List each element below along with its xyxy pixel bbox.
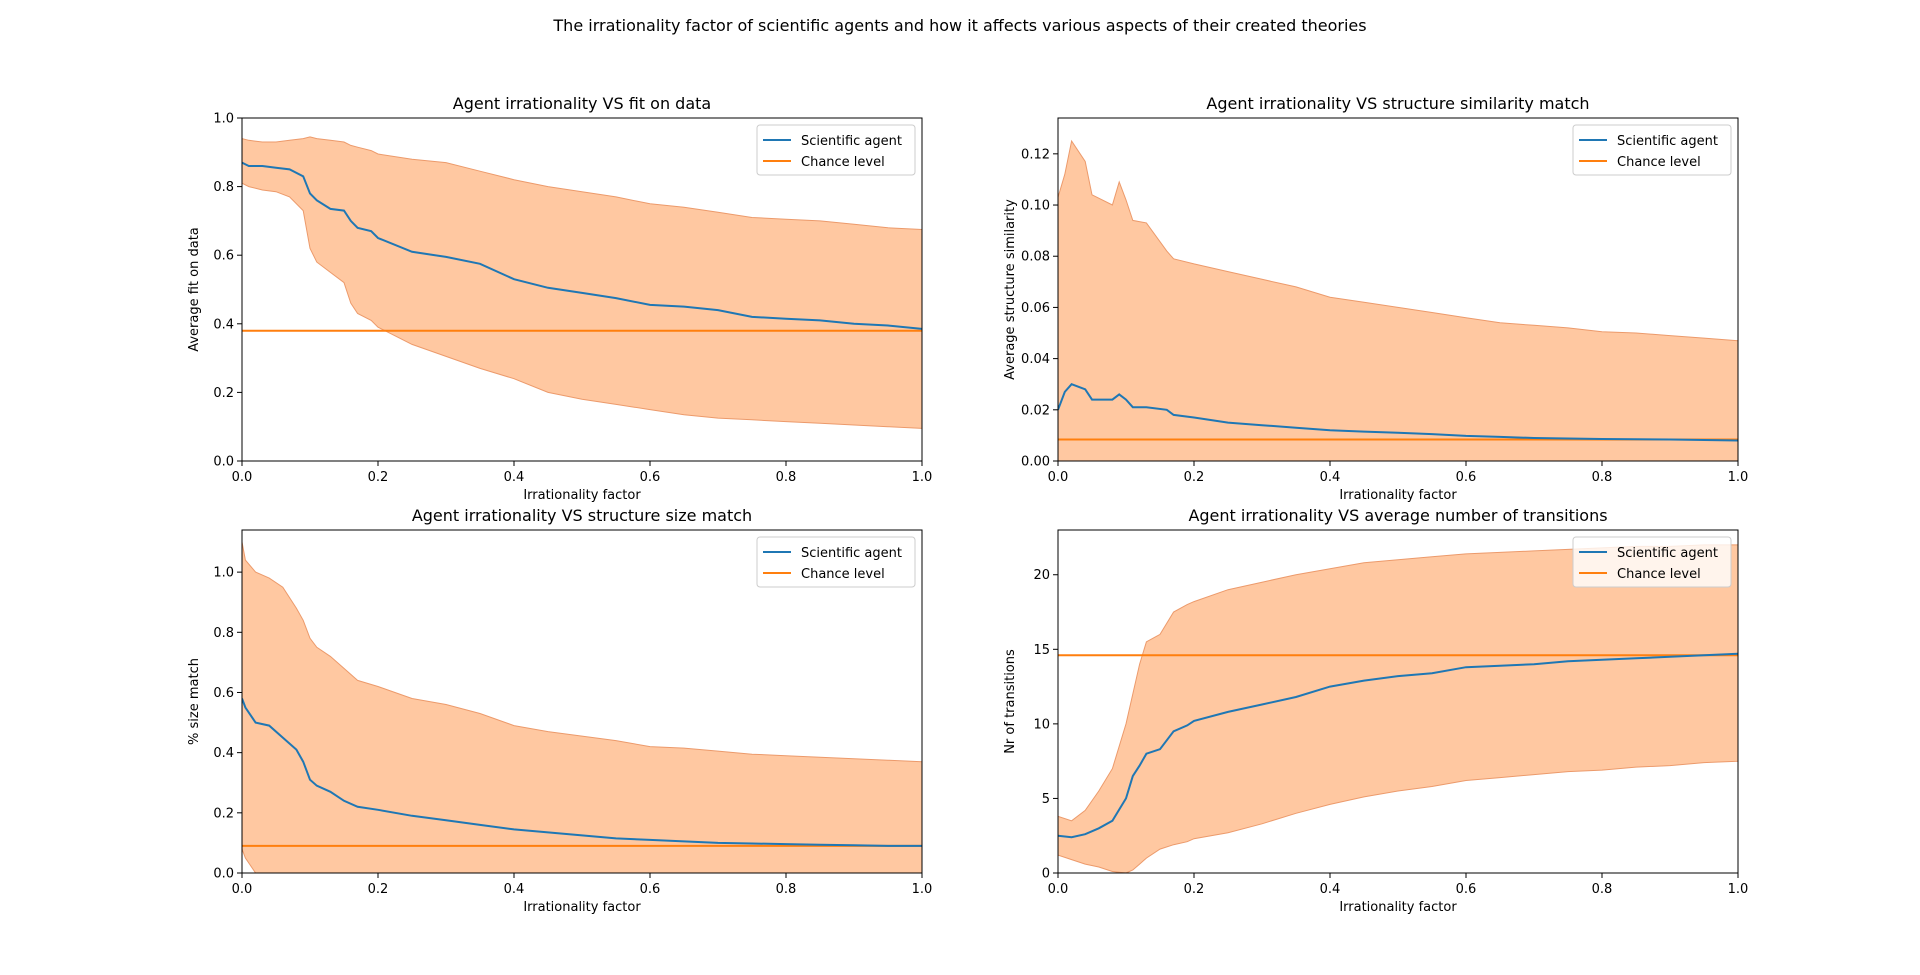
y-tick-label: 0.0 bbox=[213, 455, 234, 470]
x-tick-label: 0.2 bbox=[368, 882, 389, 897]
panel-structure-size: 0.0 0.2 0.4 0.6 0.8 1.0 0.0 0.2 0.4 0.6 0.8 1.0 Agen… bbox=[187, 506, 932, 915]
y-tick-label: 0.04 bbox=[1021, 352, 1050, 367]
legend-label: Scientific agent bbox=[1617, 546, 1718, 561]
y-tick-label: 0.8 bbox=[213, 626, 234, 641]
y-tick-label: 0.0 bbox=[213, 867, 234, 882]
legend-label: Scientific agent bbox=[1617, 134, 1718, 149]
legend-label: Chance level bbox=[801, 155, 885, 170]
x-tick-label: 0.6 bbox=[1456, 882, 1477, 897]
panel-title: Agent irrationality VS structure size ma… bbox=[412, 506, 752, 525]
y-tick-label: 10 bbox=[1033, 717, 1050, 732]
axes-frame bbox=[241, 529, 923, 874]
plot-area bbox=[242, 136, 922, 429]
x-tick-label: 1.0 bbox=[1728, 470, 1749, 485]
plot-area bbox=[1058, 544, 1738, 873]
x-tick-label: 0.0 bbox=[232, 470, 253, 485]
y-tick-label: 1.0 bbox=[213, 566, 234, 581]
x-tick-label: 1.0 bbox=[912, 470, 933, 485]
y-tick-label: 0.02 bbox=[1021, 403, 1050, 418]
y-tick-label: 0.2 bbox=[213, 386, 234, 401]
y-tick-label: 0.4 bbox=[213, 317, 234, 332]
x-tick-label: 0.6 bbox=[640, 470, 661, 485]
legend: Scientific agent Chance level bbox=[1572, 536, 1732, 588]
y-tick-label: 0.10 bbox=[1021, 199, 1050, 214]
x-tick-label: 0.2 bbox=[368, 470, 389, 485]
confidence-band bbox=[1058, 544, 1738, 873]
panel-transitions: 0.0 0.2 0.4 0.6 0.8 1.0 0 5 10 15 20 Agent irration… bbox=[1003, 506, 1748, 915]
legend-box bbox=[756, 536, 916, 588]
panel-title: Agent irrationality VS fit on data bbox=[453, 94, 711, 113]
series-line-scientific-agent bbox=[242, 161, 922, 330]
x-tick-label: 0.0 bbox=[1048, 470, 1069, 485]
axes-frame bbox=[1057, 117, 1739, 462]
x-tick-label: 0.6 bbox=[640, 882, 661, 897]
plot-area bbox=[242, 541, 922, 873]
legend-label: Scientific agent bbox=[801, 546, 902, 561]
x-tick-label: 0.8 bbox=[1592, 882, 1613, 897]
y-tick-label: 0.4 bbox=[213, 746, 234, 761]
confidence-band bbox=[242, 541, 922, 873]
x-axis-label: Irrationality factor bbox=[1339, 900, 1457, 915]
legend-box bbox=[1572, 124, 1732, 176]
y-tick-label: 15 bbox=[1033, 643, 1050, 658]
x-tick-label: 0.4 bbox=[1320, 882, 1341, 897]
x-tick-label: 0.8 bbox=[776, 882, 797, 897]
x-tick-label: 0.4 bbox=[504, 882, 525, 897]
panel-fit-on-data: 0.0 0.2 0.4 0.6 0.8 1.0 0.0 0.2 0.4 0.6 0.8 1.0 Agen… bbox=[187, 94, 932, 503]
legend: Scientific agent Chance level bbox=[1572, 124, 1732, 176]
axes-frame bbox=[241, 117, 923, 462]
y-tick-label: 0.12 bbox=[1021, 147, 1050, 162]
legend: Scientific agent Chance level bbox=[756, 124, 916, 176]
x-tick-label: 0.0 bbox=[1048, 882, 1069, 897]
legend-label: Chance level bbox=[1617, 567, 1701, 582]
y-axis-label: Nr of transitions bbox=[1003, 649, 1018, 754]
x-axis-label: Irrationality factor bbox=[1339, 488, 1457, 503]
x-tick-label: 0.2 bbox=[1184, 470, 1205, 485]
x-tick-label: 0.2 bbox=[1184, 882, 1205, 897]
x-axis-label: Irrationality factor bbox=[523, 488, 641, 503]
y-tick-label: 0 bbox=[1042, 867, 1050, 882]
x-tick-label: 0.6 bbox=[1456, 470, 1477, 485]
y-axis-label: % size match bbox=[187, 658, 202, 745]
y-tick-label: 5 bbox=[1042, 792, 1050, 807]
x-tick-label: 1.0 bbox=[912, 882, 933, 897]
y-axis-label: Average fit on data bbox=[187, 227, 202, 352]
y-tick-label: 20 bbox=[1033, 568, 1050, 583]
series-line-scientific-agent bbox=[242, 698, 922, 847]
y-axis-label: Average structure similarity bbox=[1003, 199, 1018, 380]
x-tick-label: 0.4 bbox=[504, 470, 525, 485]
y-tick-label: 1.0 bbox=[213, 112, 234, 127]
legend-box bbox=[756, 124, 916, 176]
panel-title: Agent irrationality VS structure similar… bbox=[1206, 94, 1589, 113]
figure-suptitle: The irrationality factor of scientific a… bbox=[553, 16, 1367, 35]
x-axis-label: Irrationality factor bbox=[523, 900, 641, 915]
legend-box bbox=[1572, 536, 1732, 588]
series-line-scientific-agent bbox=[1058, 652, 1738, 839]
y-tick-label: 0.2 bbox=[213, 806, 234, 821]
x-tick-label: 1.0 bbox=[1728, 882, 1749, 897]
legend-label: Chance level bbox=[1617, 155, 1701, 170]
x-tick-label: 0.8 bbox=[1592, 470, 1613, 485]
y-tick-label: 0.06 bbox=[1021, 301, 1050, 316]
y-tick-label: 0.08 bbox=[1021, 250, 1050, 265]
legend-label: Scientific agent bbox=[801, 134, 902, 149]
x-tick-label: 0.8 bbox=[776, 470, 797, 485]
y-tick-label: 0.6 bbox=[213, 249, 234, 264]
y-tick-label: 0.6 bbox=[213, 686, 234, 701]
legend-label: Chance level bbox=[801, 567, 885, 582]
axes-frame bbox=[1057, 529, 1739, 874]
plot-area bbox=[1058, 139, 1738, 461]
legend: Scientific agent Chance level bbox=[756, 536, 916, 588]
panel-title: Agent irrationality VS average number of… bbox=[1188, 506, 1607, 525]
y-tick-label: 0.00 bbox=[1021, 455, 1050, 470]
x-tick-label: 0.0 bbox=[232, 882, 253, 897]
panel-structure-similarity: 0.0 0.2 0.4 0.6 0.8 1.0 0.00 0.02 0.04 0.06 0.08 0.… bbox=[1003, 94, 1748, 503]
confidence-band bbox=[1058, 139, 1738, 461]
confidence-band bbox=[242, 136, 922, 429]
series-line-scientific-agent bbox=[1058, 383, 1738, 442]
y-tick-label: 0.8 bbox=[213, 180, 234, 195]
x-tick-label: 0.4 bbox=[1320, 470, 1341, 485]
